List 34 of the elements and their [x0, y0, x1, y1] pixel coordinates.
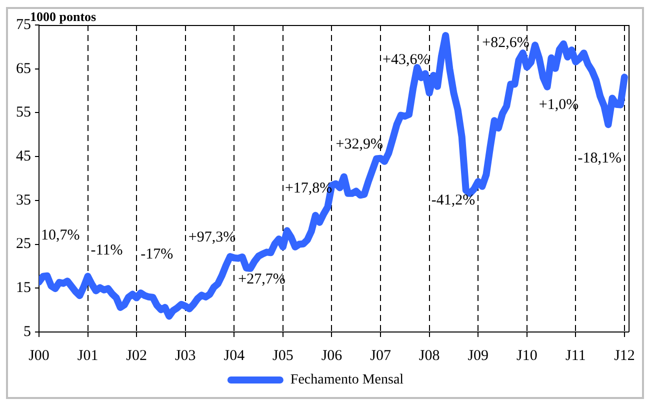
annotation: +1,0% — [538, 97, 579, 114]
y-tick-label: 55 — [16, 104, 31, 121]
y-tick-label: 65 — [16, 60, 31, 77]
annotation: -18,1% — [578, 150, 622, 166]
x-tick-label: J00 — [28, 348, 50, 364]
annotation: +82,6% — [482, 35, 530, 52]
y-tick-label: 5 — [24, 324, 31, 340]
x-tick-label: J12 — [614, 348, 635, 364]
x-tick-label: J01 — [77, 348, 98, 364]
annotation: -11% — [90, 242, 123, 259]
x-tick-label: J04 — [224, 348, 246, 364]
y-tick-label: 75 — [16, 16, 31, 33]
annotation: -17% — [140, 246, 174, 263]
y-tick-label: 25 — [16, 236, 31, 252]
annotation: +97,3% — [188, 230, 236, 246]
x-tick-label: J05 — [272, 348, 294, 364]
annotation: +32,9% — [336, 136, 383, 152]
x-tick-label: J07 — [370, 348, 392, 364]
annotation: +27,7% — [238, 272, 286, 288]
y-tick-label: 35 — [16, 192, 31, 208]
x-tick-label: J06 — [321, 348, 343, 364]
x-tick-label: J10 — [516, 348, 538, 364]
x-tick-label: J11 — [566, 348, 586, 364]
annotation: 10,7% — [41, 228, 80, 244]
x-tick-label: J09 — [468, 348, 489, 364]
y-tick-label: 45 — [16, 148, 31, 165]
y-tick-label: 15 — [16, 280, 31, 296]
x-tick-label: J02 — [126, 348, 148, 364]
x-tick-label: J08 — [418, 348, 440, 364]
x-tick-label: J03 — [174, 348, 196, 364]
annotation: -41,2% — [431, 192, 476, 209]
legend-label: Fechamento Mensal — [290, 372, 404, 388]
y-axis-title: 1000 pontos — [30, 8, 96, 24]
annotation: +43,6% — [382, 52, 430, 68]
